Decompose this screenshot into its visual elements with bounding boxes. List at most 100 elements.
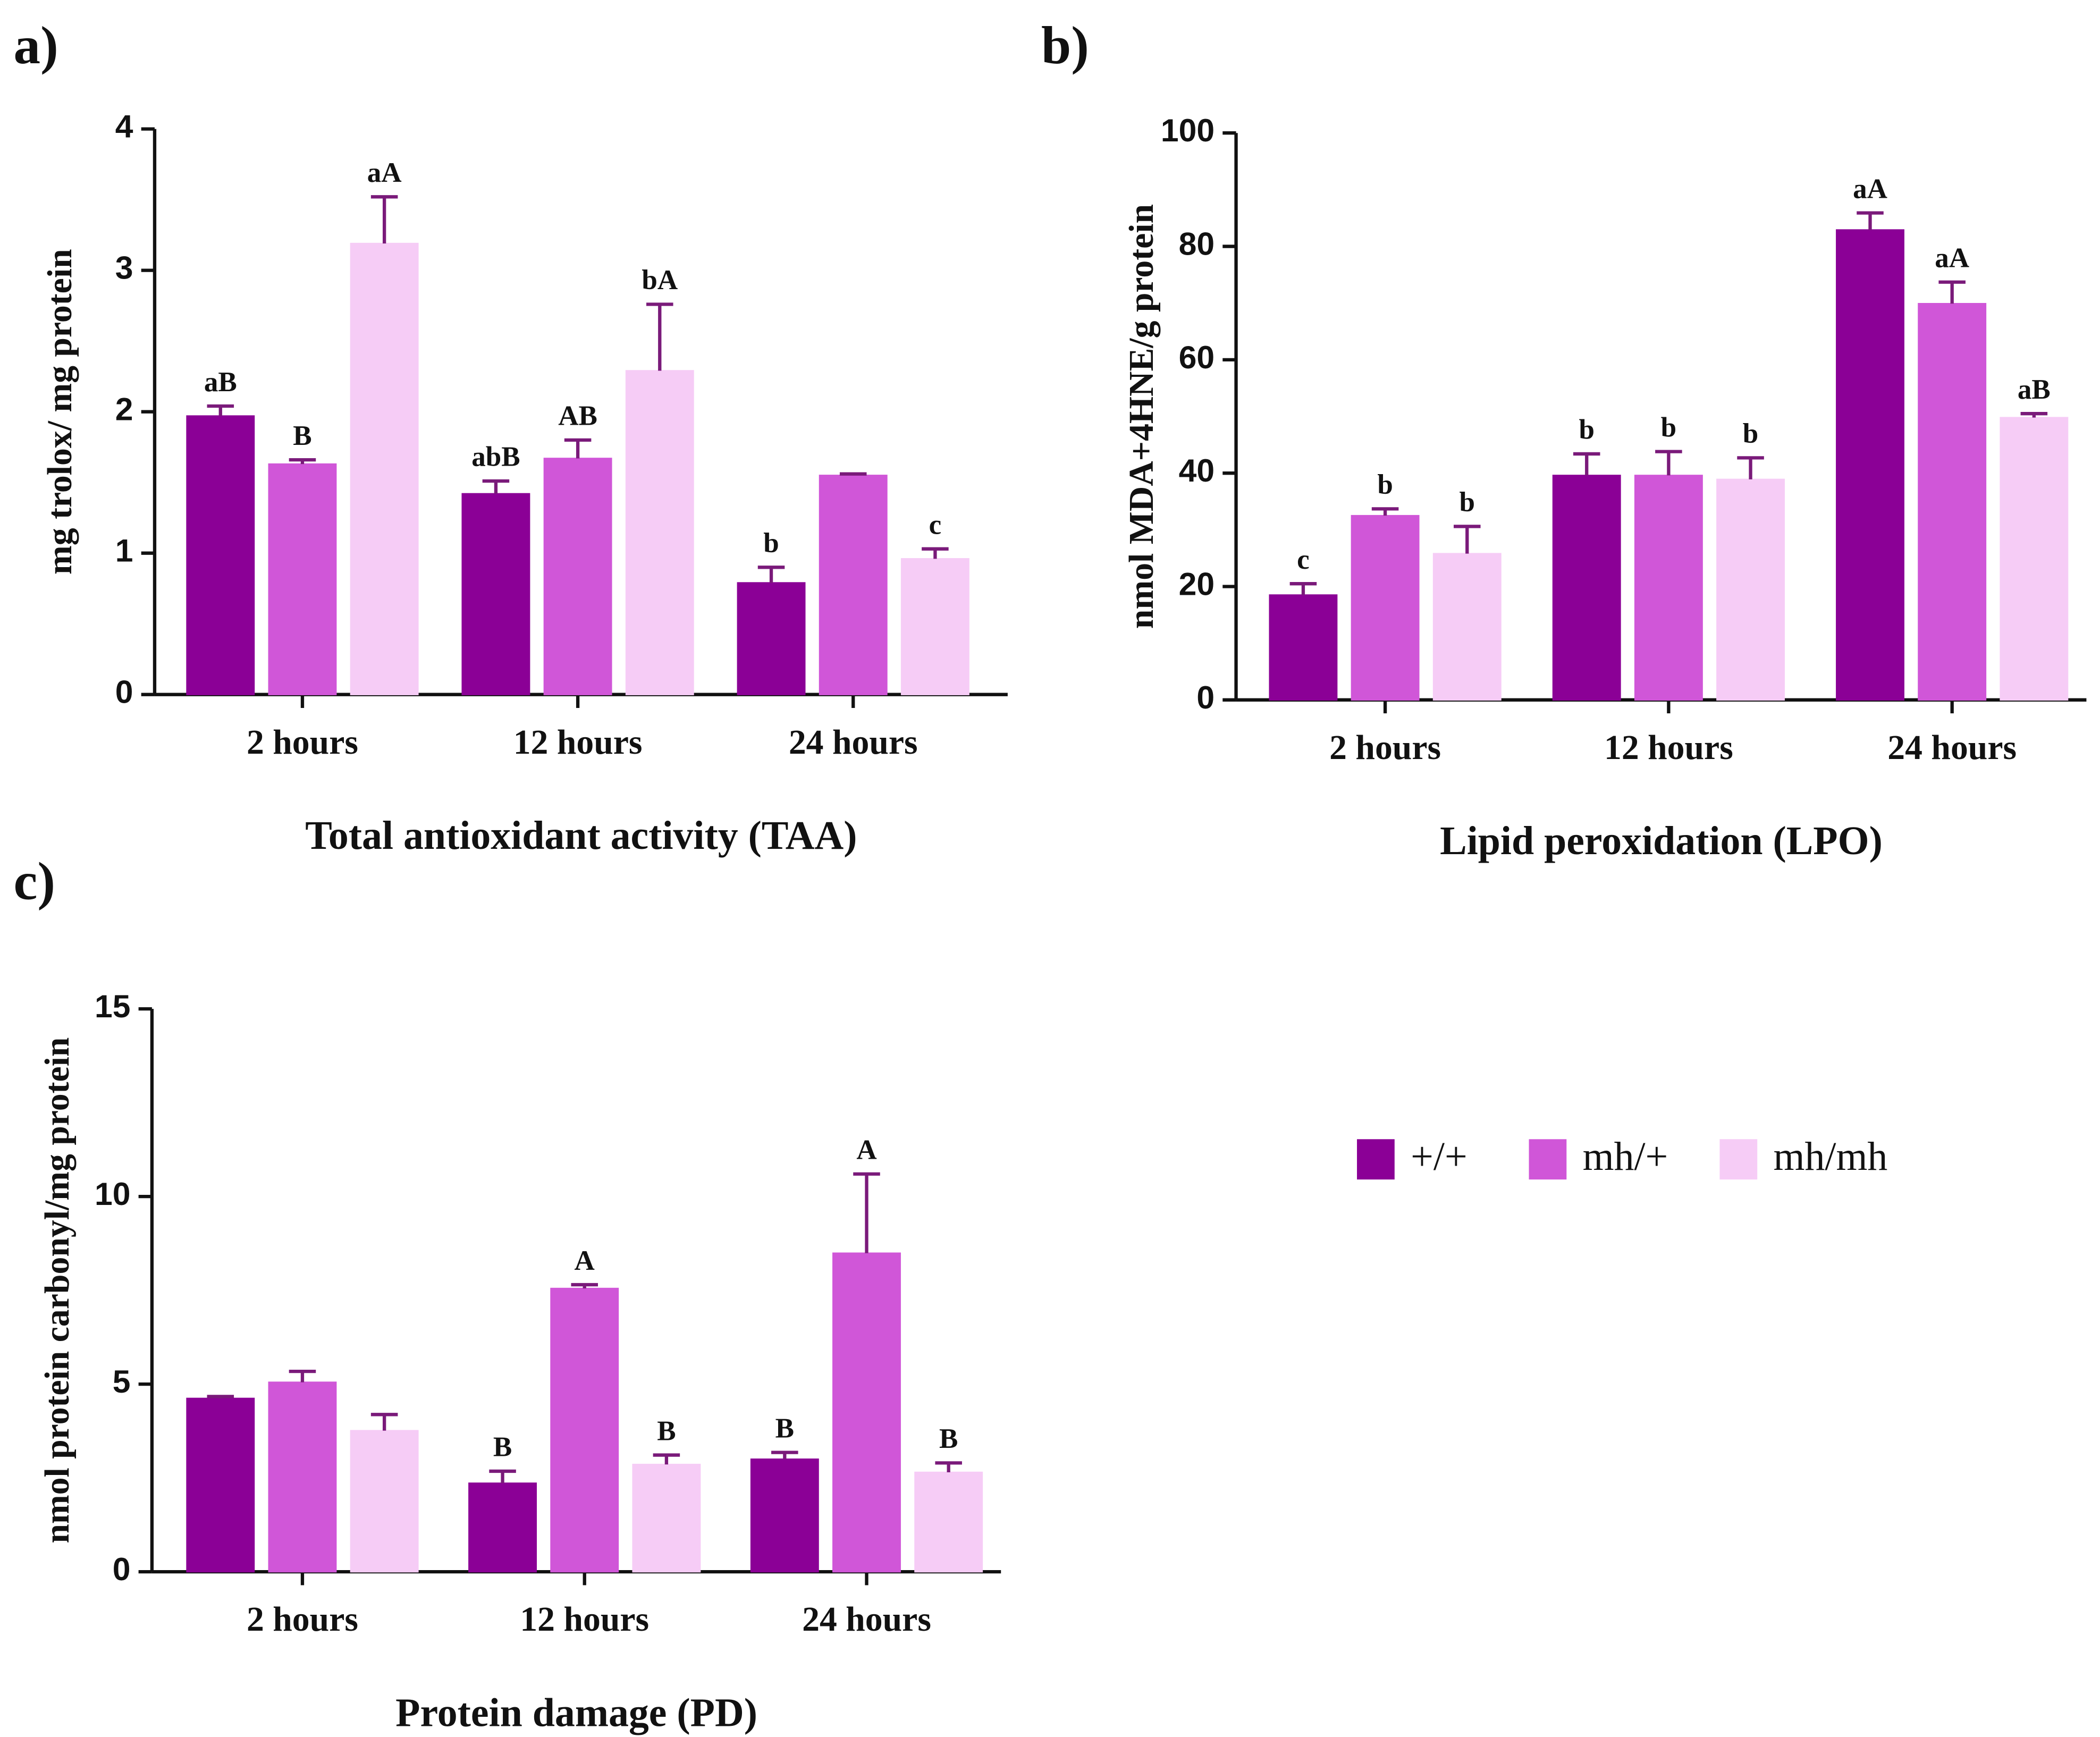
bar	[632, 1463, 701, 1573]
error-bar	[839, 472, 867, 476]
bar	[1918, 302, 1987, 701]
panel-label: a)	[14, 15, 58, 75]
bar	[750, 1458, 819, 1573]
significance-label: b	[1377, 469, 1393, 500]
significance-label: bA	[642, 265, 678, 296]
y-tick-label: 4	[115, 108, 133, 145]
bar	[1716, 478, 1785, 701]
significance-label: A	[856, 1134, 876, 1165]
significance-label: A	[575, 1245, 595, 1276]
legend-label: mh/+	[1583, 1134, 1668, 1179]
error-bar	[571, 1283, 598, 1289]
significance-label: aB	[204, 367, 237, 398]
bar	[914, 1471, 983, 1573]
error-bar	[757, 566, 785, 583]
error-bar	[922, 547, 949, 559]
panel-label: b)	[1041, 15, 1089, 75]
error-bar	[482, 479, 510, 494]
x-tick-label: 12 hours	[520, 1600, 649, 1639]
y-tick-label: 100	[1161, 112, 1215, 148]
legend-swatch	[1719, 1139, 1758, 1180]
y-tick-label: 0	[115, 674, 133, 710]
error-bar	[1573, 452, 1600, 476]
significance-label: b	[1579, 415, 1595, 445]
x-tick-label: 2 hours	[247, 723, 358, 762]
error-bar	[370, 195, 398, 244]
bar	[186, 415, 255, 695]
error-bar	[935, 1461, 962, 1473]
bar	[268, 1381, 337, 1573]
bar	[900, 558, 969, 695]
significance-label: aB	[2018, 374, 2051, 405]
chart-title: Total antioxidant activity (TAA)	[305, 813, 857, 858]
error-bar	[289, 458, 316, 465]
bar	[1552, 475, 1621, 701]
error-bar	[1938, 280, 1966, 304]
legend-swatch	[1529, 1139, 1567, 1180]
bar	[2000, 417, 2069, 701]
bar	[1432, 553, 1502, 701]
significance-label: aA	[367, 157, 402, 188]
error-bar	[646, 302, 673, 371]
x-tick-label: 12 hours	[1604, 728, 1733, 767]
chart-title: Lipid peroxidation (LPO)	[1440, 819, 1883, 863]
legend-label: +/+	[1411, 1134, 1468, 1179]
bar	[461, 493, 530, 695]
chart-title: Protein damage (PD)	[395, 1690, 757, 1735]
bar	[1836, 229, 1904, 701]
significance-label: B	[293, 420, 311, 451]
significance-label: abB	[471, 442, 520, 473]
error-bar	[289, 1369, 316, 1382]
significance-label: B	[657, 1415, 676, 1446]
significance-label: b	[1661, 412, 1677, 443]
x-tick-label: 24 hours	[789, 723, 918, 762]
significance-label: b	[763, 528, 779, 559]
bar	[350, 1430, 419, 1573]
y-tick-label: 0	[1196, 679, 1215, 715]
y-axis-label: nmol protein carbonyl/mg protein	[38, 1038, 77, 1544]
y-tick-label: 60	[1179, 339, 1215, 375]
bar	[350, 242, 419, 695]
y-tick-label: 40	[1179, 452, 1215, 488]
bar	[1269, 594, 1338, 701]
error-bar	[564, 438, 592, 459]
y-tick-label: 80	[1179, 226, 1215, 262]
error-bar	[1857, 211, 1884, 230]
y-axis-label: nmol MDA+4HNE/g protein	[1122, 204, 1161, 629]
y-tick-label: 5	[113, 1363, 131, 1399]
error-bar	[653, 1453, 680, 1465]
legend-label: mh/mh	[1774, 1134, 1888, 1179]
significance-label: aA	[1935, 242, 1969, 273]
significance-label: aA	[1853, 173, 1887, 204]
error-bar	[207, 404, 234, 416]
bar	[268, 463, 337, 695]
error-bar	[1289, 581, 1317, 595]
significance-label: B	[939, 1423, 958, 1454]
y-tick-label: 1	[115, 533, 133, 569]
error-bar	[853, 1172, 880, 1253]
bar	[819, 475, 888, 695]
error-bar	[370, 1413, 398, 1431]
x-tick-label: 24 hours	[802, 1600, 931, 1639]
significance-label: B	[775, 1413, 794, 1444]
bar	[625, 370, 694, 695]
significance-label: B	[493, 1432, 512, 1463]
significance-label: b	[1743, 418, 1759, 449]
error-bar	[207, 1395, 234, 1398]
y-tick-label: 0	[113, 1551, 131, 1587]
significance-label: c	[1297, 544, 1310, 575]
bar	[468, 1482, 537, 1573]
x-tick-label: 12 hours	[513, 723, 643, 762]
bar	[832, 1252, 901, 1573]
legend-swatch	[1357, 1139, 1395, 1180]
significance-label: b	[1460, 487, 1475, 518]
bar	[186, 1397, 255, 1573]
x-tick-label: 24 hours	[1887, 728, 2017, 767]
x-tick-label: 2 hours	[1329, 728, 1441, 767]
y-tick-label: 20	[1179, 566, 1215, 602]
x-tick-label: 2 hours	[247, 1600, 358, 1639]
bar	[1351, 515, 1420, 701]
significance-label: AB	[558, 401, 597, 432]
y-axis-label: mg trolox/ mg protein	[40, 249, 79, 575]
significance-label: c	[929, 509, 942, 540]
